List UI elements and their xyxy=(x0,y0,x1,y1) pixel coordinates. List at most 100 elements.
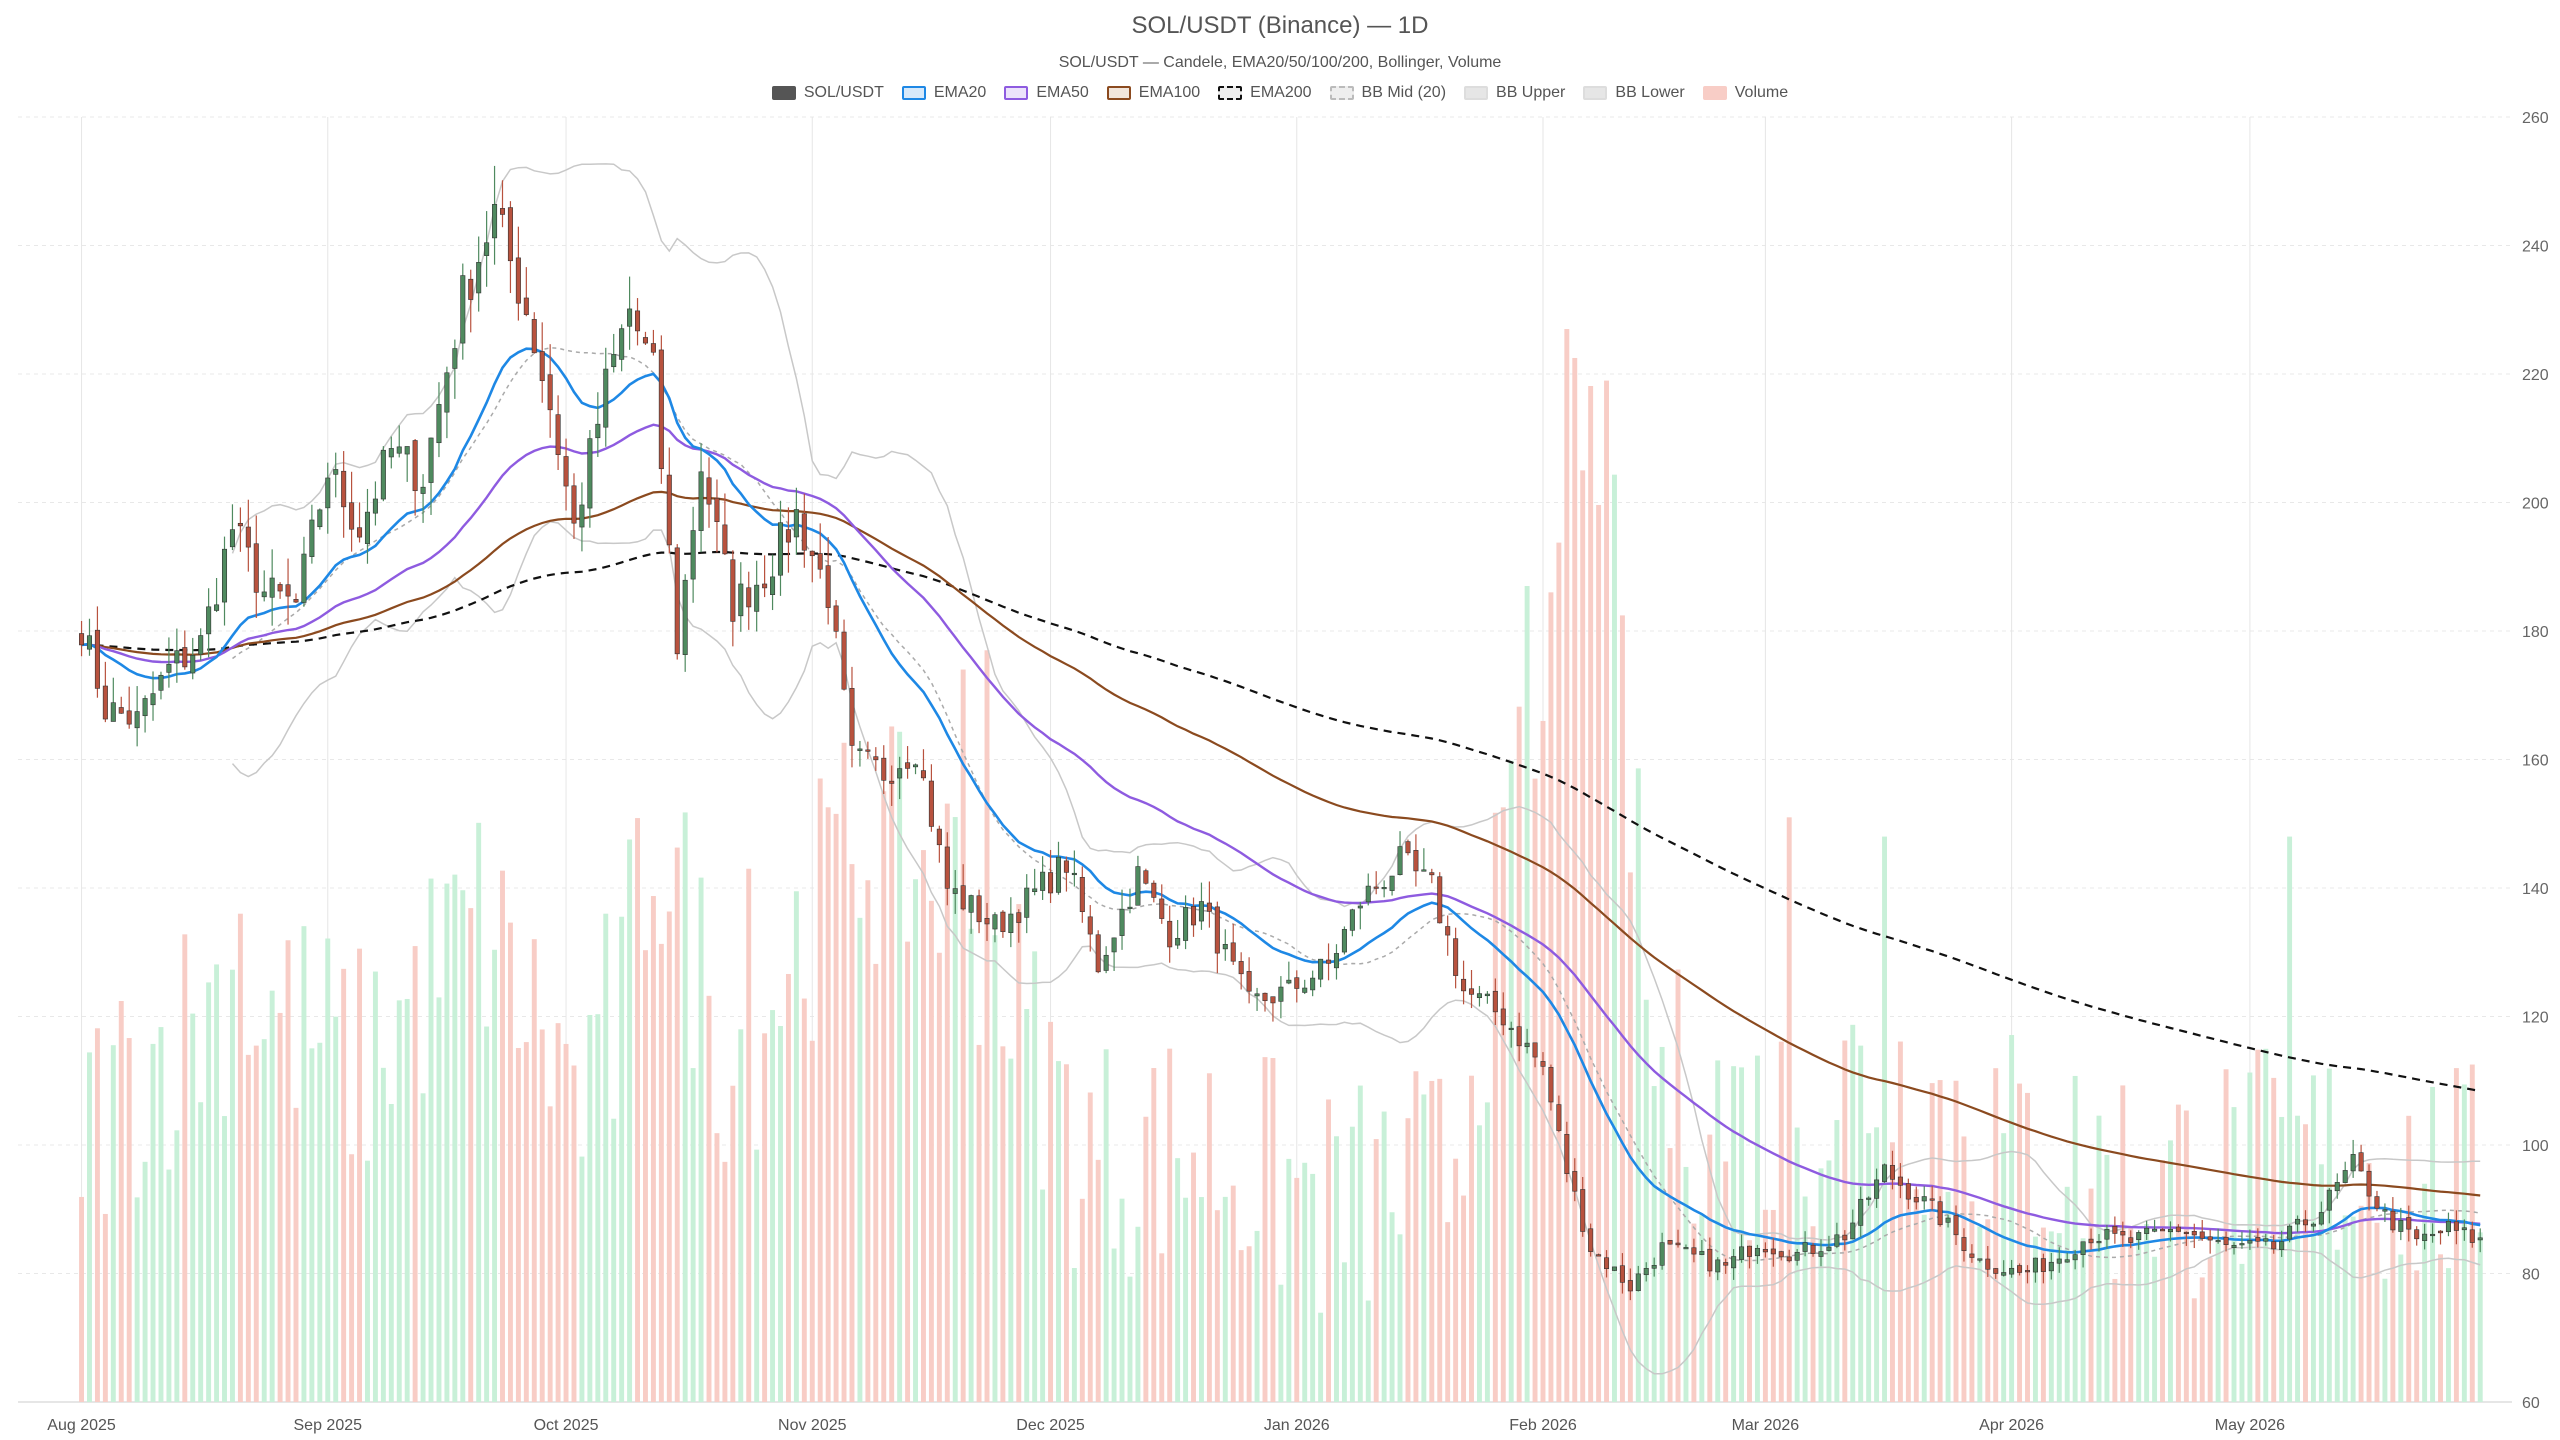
candle-body xyxy=(182,647,188,668)
volume-bar xyxy=(873,963,879,1402)
candle-body xyxy=(682,579,688,655)
volume-bar xyxy=(865,880,871,1402)
candle xyxy=(770,554,776,611)
candle xyxy=(1993,1268,1999,1279)
candle-body xyxy=(619,328,625,360)
candle xyxy=(2271,1234,2277,1254)
legend-item-ema20[interactable]: EMA20 xyxy=(901,84,986,102)
candle xyxy=(2247,1229,2253,1250)
candle xyxy=(2167,1221,2173,1242)
candle-body xyxy=(1294,977,1300,989)
candle-body xyxy=(666,474,672,546)
candle-body xyxy=(476,262,482,294)
candle xyxy=(1866,1196,1872,1206)
candle xyxy=(1524,1028,1530,1054)
volume-bar xyxy=(1127,1276,1133,1402)
candle xyxy=(341,451,347,538)
candle xyxy=(364,488,370,564)
candle xyxy=(2310,1222,2316,1232)
candle-body xyxy=(1707,1248,1713,1272)
volume-bar xyxy=(2183,1110,2189,1402)
candle xyxy=(2342,1161,2348,1183)
candle xyxy=(404,446,410,482)
candle xyxy=(118,696,124,714)
candle xyxy=(1357,901,1363,930)
candle-body xyxy=(1937,1201,1943,1226)
candle xyxy=(2064,1252,2070,1263)
volume-bar xyxy=(944,803,950,1402)
candle xyxy=(436,382,442,458)
volume-bar xyxy=(2310,1075,2316,1402)
candle xyxy=(1286,961,1292,985)
volume-bar xyxy=(531,939,537,1402)
candle xyxy=(547,344,553,438)
candle xyxy=(2445,1212,2451,1237)
volume-bar xyxy=(738,1029,744,1402)
candle-body xyxy=(2255,1237,2261,1242)
candle xyxy=(182,630,188,670)
volume-bar xyxy=(1834,1120,1840,1402)
candle xyxy=(1810,1242,1816,1257)
candle xyxy=(2382,1203,2388,1222)
candle xyxy=(1858,1186,1864,1238)
candle-body xyxy=(1024,887,1030,918)
candle-body xyxy=(1540,1061,1546,1067)
candle xyxy=(333,452,339,498)
volume-bar xyxy=(714,1133,720,1402)
candle-body xyxy=(1874,1179,1880,1199)
candle xyxy=(2056,1247,2062,1273)
candle xyxy=(269,549,275,626)
candle-body xyxy=(698,471,704,531)
candle-body xyxy=(118,707,124,714)
candle-body xyxy=(2326,1189,2332,1211)
candle xyxy=(793,487,799,555)
legend-item-sol-usdt[interactable]: SOL/USDT xyxy=(771,84,884,102)
legend-item-ema200[interactable]: EMA200 xyxy=(1218,84,1312,102)
candle xyxy=(754,560,760,632)
candle xyxy=(1516,1012,1522,1062)
candle-body xyxy=(865,749,871,752)
candle xyxy=(841,619,847,691)
candle xyxy=(1103,946,1109,974)
candle-body xyxy=(1993,1268,1999,1274)
legend-item-ema100[interactable]: EMA100 xyxy=(1106,84,1200,102)
candle xyxy=(873,747,879,771)
candle-body xyxy=(889,780,895,784)
candle xyxy=(642,331,648,346)
candle-body xyxy=(2302,1219,2309,1226)
volume-bar xyxy=(102,1213,108,1402)
candle xyxy=(142,695,148,733)
volume-bar xyxy=(1476,1125,1482,1402)
volume-bar xyxy=(1302,1162,1308,1402)
candle-body xyxy=(2366,1170,2372,1197)
candle-body xyxy=(2215,1240,2221,1243)
x-tick-label: Apr 2026 xyxy=(1979,1417,2044,1434)
candle-body xyxy=(2072,1254,2078,1261)
candle-body xyxy=(2247,1240,2253,1244)
candle-body xyxy=(1349,909,1355,931)
candle-body xyxy=(944,846,950,889)
candle-body xyxy=(1381,887,1387,890)
candle-body xyxy=(1611,1266,1617,1271)
candle-body xyxy=(2144,1227,2150,1234)
candle xyxy=(658,335,664,484)
candle xyxy=(1929,1185,1935,1211)
volume-bar xyxy=(2406,1115,2412,1402)
candle xyxy=(650,329,656,356)
volume-bar xyxy=(2414,1270,2420,1402)
volume-bar xyxy=(174,1130,180,1402)
volume-bar xyxy=(285,940,291,1402)
legend-item-volume[interactable]: Volume xyxy=(1702,84,1788,102)
x-tick-label: Sep 2025 xyxy=(294,1417,363,1434)
candle-body xyxy=(2175,1226,2181,1232)
legend-item-ema50[interactable]: EMA50 xyxy=(1004,84,1089,102)
candle xyxy=(1453,927,1459,989)
volume-bar xyxy=(1627,872,1633,1402)
volume-bar xyxy=(2168,1140,2173,1402)
volume-bar xyxy=(428,878,434,1402)
candle-body xyxy=(380,449,386,500)
legend-item-bb-lower[interactable]: BB Lower xyxy=(1583,84,1685,102)
legend-item-bb-upper[interactable]: BB Upper xyxy=(1464,84,1565,102)
y-tick-label: 200 xyxy=(2522,496,2549,513)
legend-item-bb-mid[interactable]: BB Mid (20) xyxy=(1329,84,1446,102)
